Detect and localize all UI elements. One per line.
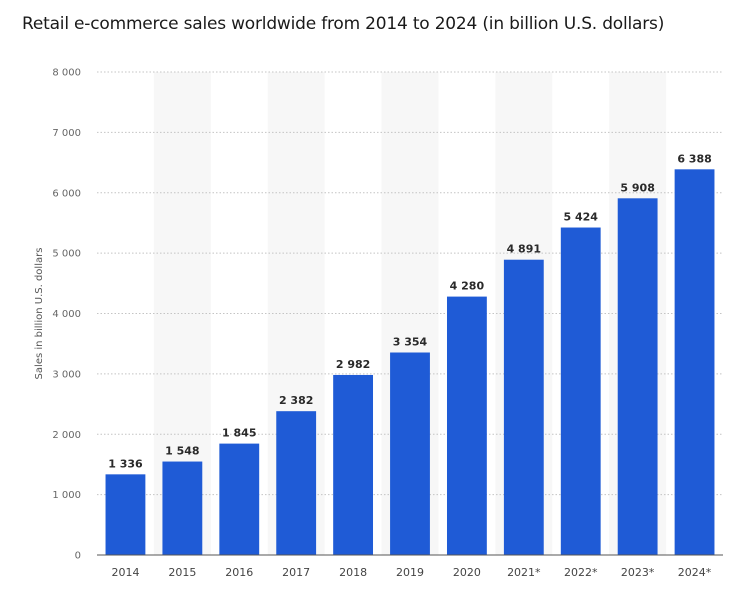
data-label: 1 845 [222,427,256,440]
data-label: 6 388 [677,152,711,165]
data-label: 3 354 [393,336,428,349]
bar [674,169,715,555]
bar [333,374,374,555]
chart-title: Retail e-commerce sales worldwide from 2… [22,14,665,34]
y-tick-label: 7 000 [52,128,81,139]
bar [617,198,658,555]
x-tick-label: 2014 [111,566,139,579]
data-label: 5 908 [620,181,654,194]
data-label: 4 280 [450,280,485,293]
y-tick-label: 3 000 [52,369,81,380]
bars [105,169,715,555]
data-label: 2 382 [279,394,313,407]
x-tick-label: 2023* [621,566,655,579]
x-tick-label: 2015 [168,566,196,579]
bar [560,227,601,555]
y-tick-label: 2 000 [52,430,81,441]
bar [105,474,146,555]
x-axis-ticks: 2014 2015 2016 2017 2018 2019 2020 2021* 2022* 20… [111,566,711,579]
bar [276,411,317,555]
y-axis-ticks: 0 1 000 2 000 3 000 4 000 5 000 6 000 7 000 8 00… [52,68,81,562]
x-tick-label: 2022* [564,566,598,579]
x-tick-label: 2020 [453,566,481,579]
bar [503,259,544,555]
x-tick-label: 2018 [339,566,367,579]
y-tick-label: 8 000 [52,68,81,79]
data-labels: 1 336 1 548 1 845 2 382 2 982 3 354 4 280 4 891… [108,152,712,470]
y-tick-label: 5 000 [52,249,81,260]
x-tick-label: 2017 [282,566,310,579]
x-tick-label: 2021* [507,566,541,579]
data-label: 5 424 [564,211,599,224]
bar [446,296,487,555]
x-tick-label: 2024* [678,566,712,579]
bar [390,352,430,555]
y-tick-label: 1 000 [52,490,81,501]
x-tick-label: 2019 [396,566,424,579]
data-label: 2 982 [336,358,370,371]
bar [219,443,260,555]
bar [162,461,203,555]
y-tick-label: 6 000 [52,188,81,199]
data-label: 1 548 [165,445,199,458]
y-tick-label: 4 000 [52,309,81,320]
y-tick-label: 0 [75,551,81,562]
x-tick-label: 2016 [225,566,253,579]
data-label: 1 336 [108,457,143,470]
data-label: 4 891 [507,243,541,256]
y-axis-label: Sales in billion U.S. dollars [34,248,45,380]
